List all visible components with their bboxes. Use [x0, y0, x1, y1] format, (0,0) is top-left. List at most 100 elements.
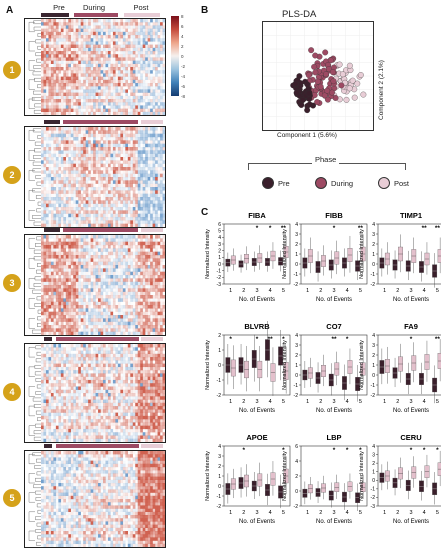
- x-tick-label: 4: [423, 510, 426, 516]
- boxplot-title: APOE: [246, 433, 267, 442]
- x-tick-label: 5: [436, 288, 439, 294]
- x-tick-label: 5: [436, 399, 439, 405]
- x-tick-label: 5: [359, 288, 362, 294]
- y-axis-label: Normalized Intensity: [282, 229, 288, 279]
- boxplot-title: FIBB: [325, 211, 343, 220]
- heatmap-cells: [41, 451, 165, 547]
- cluster-2-bar-during: [63, 120, 138, 124]
- heatmap-cluster-5: [24, 450, 166, 548]
- significance-marker: *: [243, 447, 246, 454]
- panel-label-a: A: [6, 5, 14, 16]
- x-tick-label: 1: [306, 288, 309, 294]
- significance-marker: *: [282, 336, 285, 343]
- plsda-point-during: [321, 92, 328, 99]
- cluster-2-bar-post: [141, 120, 163, 124]
- significance-marker: *: [346, 447, 349, 454]
- phase-label-during: During: [82, 3, 106, 12]
- y-tick-label: -2: [371, 495, 376, 501]
- y-tick-label: 0: [372, 478, 375, 484]
- cluster-4-bar-pre: [44, 337, 52, 341]
- x-tick-label: 4: [423, 399, 426, 405]
- y-axis-label: Normalized Intensity: [205, 340, 211, 390]
- plsda-point-during: [329, 69, 336, 76]
- plsda-point-post: [360, 91, 367, 98]
- heatmap-cells: [41, 127, 165, 227]
- x-tick-label: 2: [396, 510, 399, 516]
- x-tick-label: 4: [346, 399, 349, 405]
- significance-marker: *: [269, 225, 272, 232]
- boxplot-fa9: FA9 -2 -1 0 1 2 3 4 Normalized Intensity 1 2 3 * 4 5 **…: [356, 321, 441, 427]
- plsda-point-during: [317, 83, 324, 90]
- y-tick-label: 2: [218, 464, 221, 470]
- y-tick-label: 0: [218, 363, 221, 369]
- x-tick-label: 1: [229, 510, 232, 516]
- legend-item-during: During: [315, 177, 353, 189]
- plsda-scatter: [263, 22, 373, 130]
- heatmap-cells: [41, 19, 165, 115]
- y-tick-label: -2: [217, 393, 222, 399]
- x-tick-label: 5: [359, 399, 362, 405]
- x-tick-label: 3: [332, 288, 335, 294]
- cluster-3-bar-pre: [44, 228, 60, 232]
- plsda-point-during: [327, 57, 334, 64]
- cluster-5-bar-pre: [44, 444, 52, 448]
- plsda-point-pre: [299, 97, 306, 103]
- y-tick-label: -2: [294, 393, 299, 399]
- significance-marker: *: [410, 447, 413, 454]
- y-tick-label: 1: [372, 252, 375, 258]
- y-tick-label: 4: [218, 444, 221, 450]
- legend-swatch-pre: [262, 177, 274, 189]
- boxplot-frame: [223, 223, 291, 285]
- y-tick-label: 1: [218, 255, 221, 261]
- x-tick-label: 3: [255, 399, 258, 405]
- y-tick-label: -2: [371, 282, 376, 288]
- boxplot-lbp: LBP -2 0 2 4 6 Normalized Intensity 1 2 3 * 4 * 5 * No.…: [279, 432, 377, 538]
- plsda-point-pre: [296, 73, 303, 80]
- heatmap-cluster-5-grid: [28, 451, 165, 547]
- plsda-point-during: [312, 69, 319, 76]
- boxplot-title: LBP: [327, 433, 342, 442]
- y-axis-label: Normalized Intensity: [359, 451, 365, 501]
- cluster-badge-2: 2: [3, 166, 21, 184]
- colorbar-tick-label: -6: [181, 84, 186, 89]
- x-tick-label: 4: [269, 399, 272, 405]
- colorbar-tick-label: 0: [181, 54, 184, 59]
- x-tick-label: 2: [396, 399, 399, 405]
- colorbar-tick-label: -8: [181, 94, 186, 99]
- plsda-point-during: [311, 63, 318, 70]
- y-tick-label: 3: [372, 452, 375, 458]
- y-tick-label: 5: [218, 228, 221, 234]
- plsda-point-during: [323, 71, 329, 78]
- phase-label-pre: Pre: [53, 3, 65, 12]
- x-tick-label: 1: [306, 510, 309, 516]
- x-axis-label: No. of Events: [316, 297, 352, 303]
- plsda-point-post: [336, 61, 343, 68]
- y-tick-label: 2: [372, 461, 375, 467]
- significance-marker: **: [281, 225, 287, 232]
- boxplot-svg: APOE -2 -1 0 1 2 3 4 Normalized Intensity 1 2 * 3 4 5 *…: [205, 433, 291, 525]
- cluster-3-bar-during: [63, 228, 138, 232]
- x-tick-label: 1: [383, 510, 386, 516]
- plsda-point-pre: [305, 90, 312, 97]
- legend-title: Phase: [312, 155, 340, 164]
- x-tick-label: 4: [423, 288, 426, 294]
- plsda-point-post: [343, 96, 350, 103]
- cluster-badge-3: 3: [3, 274, 21, 292]
- colorbar-tick-label: -2: [181, 64, 186, 69]
- y-tick-label: -2: [294, 504, 299, 510]
- x-tick-label: 5: [359, 510, 362, 516]
- significance-marker: *: [229, 336, 232, 343]
- x-tick-label: 3: [409, 399, 412, 405]
- x-tick-label: 5: [436, 510, 439, 516]
- x-tick-label: 2: [242, 288, 245, 294]
- x-axis-label: No. of Events: [393, 297, 429, 303]
- plsda-point-during: [314, 78, 321, 85]
- y-tick-label: 3: [372, 343, 375, 349]
- boxplot-svg: FIBB -2 -1 0 1 2 3 4 Normalized Intensity 1 2 3 * 4 5 *…: [282, 211, 368, 303]
- cluster-badge-4: 4: [3, 383, 21, 401]
- x-tick-label: 1: [229, 399, 232, 405]
- boxplot-svg: CO7 -2 -1 0 1 2 3 4 Normalized Intensity 1 2 3 ** 4 * 5…: [282, 322, 368, 414]
- y-tick-label: 4: [372, 333, 375, 339]
- significance-marker: *: [423, 447, 426, 454]
- plsda-point-pre: [304, 107, 311, 114]
